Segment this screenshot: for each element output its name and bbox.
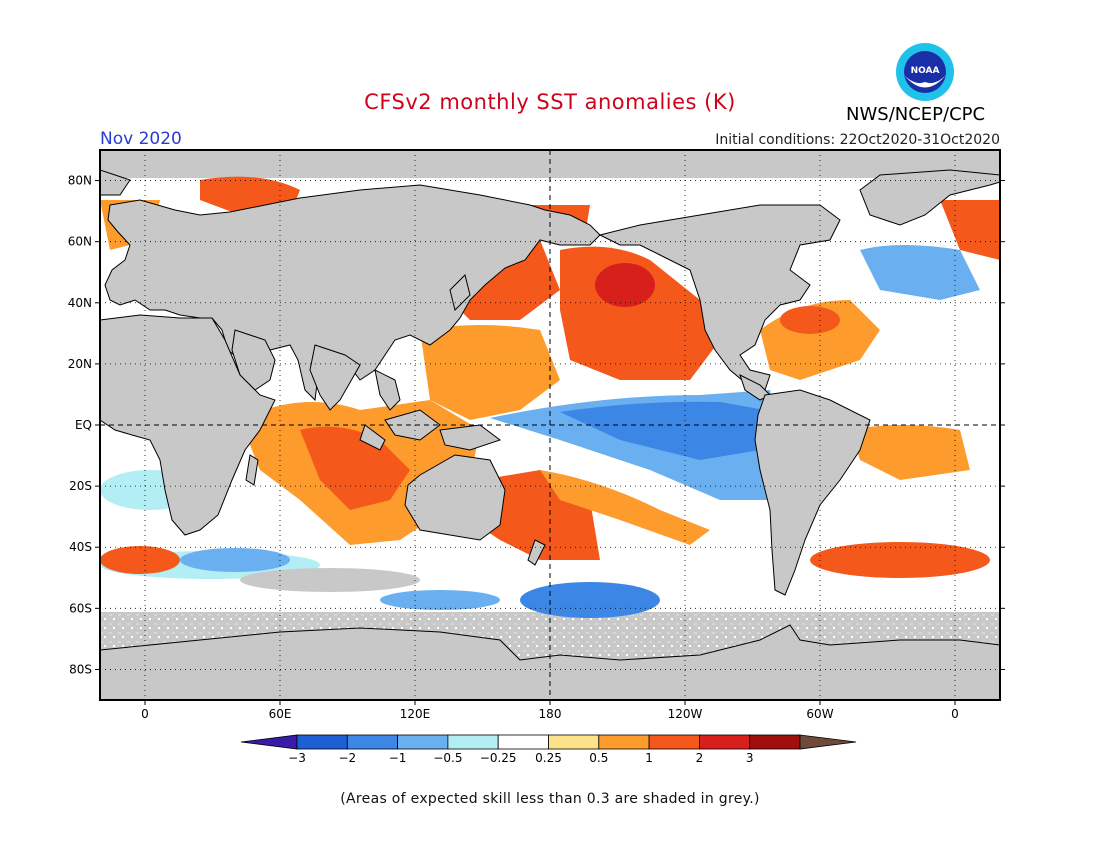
land-new-zealand (527, 539, 546, 566)
colorbar-min-triangle (240, 734, 298, 750)
land-borneo (384, 409, 441, 441)
colorbar-swatch (497, 734, 549, 750)
lat-label: 80S (69, 662, 92, 676)
anomaly-spcz-warm (540, 470, 710, 545)
land-eurasia (104, 184, 601, 402)
colorbar-swatch (598, 734, 650, 750)
lon-label: 180 (539, 707, 562, 721)
lat-label: 80N (68, 174, 92, 188)
anomaly-ne-pacific-core (595, 263, 655, 307)
colorbar-tick-label: −0.5 (433, 751, 462, 765)
anomaly-s-atlantic-trop-warm (850, 425, 970, 480)
land-antarctica (100, 624, 1000, 700)
land-north-america (598, 204, 841, 391)
map-field (100, 150, 1000, 700)
colorbar-swatch (699, 734, 751, 750)
colorbar-tick-label: −2 (338, 751, 356, 765)
anomaly-s-atlantic-red (810, 542, 990, 578)
land-madagascar (245, 454, 259, 486)
agency-label: NWS/NCEP/CPC (846, 104, 986, 125)
skill-caption: (Areas of expected skill less than 0.3 a… (340, 791, 760, 807)
anomaly-subpolar-cool (860, 245, 980, 300)
anomaly-indian-hot (300, 426, 410, 510)
lon-label: 0 (951, 707, 959, 721)
land-masses (100, 169, 1000, 700)
graticule (100, 150, 1000, 700)
anomaly-w-pacific-warm (420, 325, 560, 420)
forecast-month: Nov 2020 (100, 129, 182, 149)
noaa-logo-icon: NOAA (896, 43, 954, 101)
land-africa (100, 314, 276, 536)
land-greenland-west (100, 169, 131, 196)
colorbar-tick-label: −3 (288, 751, 306, 765)
colorbar-tick-label: 2 (696, 751, 704, 765)
colorbar-swatch (548, 734, 600, 750)
land-india (309, 344, 361, 411)
map-axes: 80N 60N 40N 20N EQ 20S 40S 60S 80S 0 60E 120E 180 120… (68, 174, 1005, 721)
lat-label: 20N (68, 357, 92, 371)
colorbar-tick-label: 0.25 (535, 751, 562, 765)
colorbar-swatch (296, 734, 348, 750)
map-title: CFSv2 monthly SST anomalies (K) (364, 90, 736, 114)
colorbar-tick-label: 1 (645, 751, 653, 765)
colorbar-swatch (397, 734, 449, 750)
colorbar-swatch (346, 734, 398, 750)
lat-label: 40S (69, 540, 92, 554)
anomaly-agulhas-blue (180, 548, 290, 572)
lon-label: 120E (400, 707, 431, 721)
anomaly-sw-indian-red (100, 546, 180, 574)
anomaly-gulf-stream (780, 306, 840, 334)
colorbar-swatch (447, 734, 499, 750)
lat-label: EQ (75, 418, 92, 432)
colorbar: −3 −2 −1 −0.5 −0.25 0.25 0.5 1 2 3 (240, 734, 857, 765)
lat-label: 40N (68, 296, 92, 310)
lat-label: 60S (69, 601, 92, 615)
colorbar-swatch (648, 734, 700, 750)
land-new-guinea (439, 424, 502, 451)
land-australia (404, 454, 506, 541)
land-indochina (374, 369, 401, 411)
initial-conditions: Initial conditions: 22Oct2020-31Oct2020 (715, 132, 1000, 148)
colorbar-max-triangle (799, 734, 857, 750)
low-skill-indian (240, 568, 420, 592)
anomaly-s-indian-blue (380, 590, 500, 610)
colorbar-swatch (749, 734, 801, 750)
lon-label: 60E (269, 707, 292, 721)
colorbar-tick-label: 0.5 (589, 751, 608, 765)
colorbar-tick-label: −1 (389, 751, 407, 765)
land-japan (449, 274, 471, 311)
logo-text: NOAA (911, 66, 940, 76)
colorbar-tick-label: −0.25 (480, 751, 517, 765)
lat-label: 60N (68, 235, 92, 249)
lon-label: 60W (806, 707, 833, 721)
land-sumatra (359, 424, 386, 451)
lon-label: 120W (668, 707, 703, 721)
anomaly-sw-pacific-blue (520, 582, 660, 618)
lat-label: 20S (69, 479, 92, 493)
land-arabia (231, 329, 276, 391)
colorbar-tick-label: 3 (746, 751, 754, 765)
anomaly-la-nina-core (560, 401, 765, 460)
noaa-logo: NOAA (895, 42, 955, 102)
land-south-america (754, 389, 871, 596)
land-greenland-east (859, 169, 1000, 226)
lon-label: 0 (141, 707, 149, 721)
